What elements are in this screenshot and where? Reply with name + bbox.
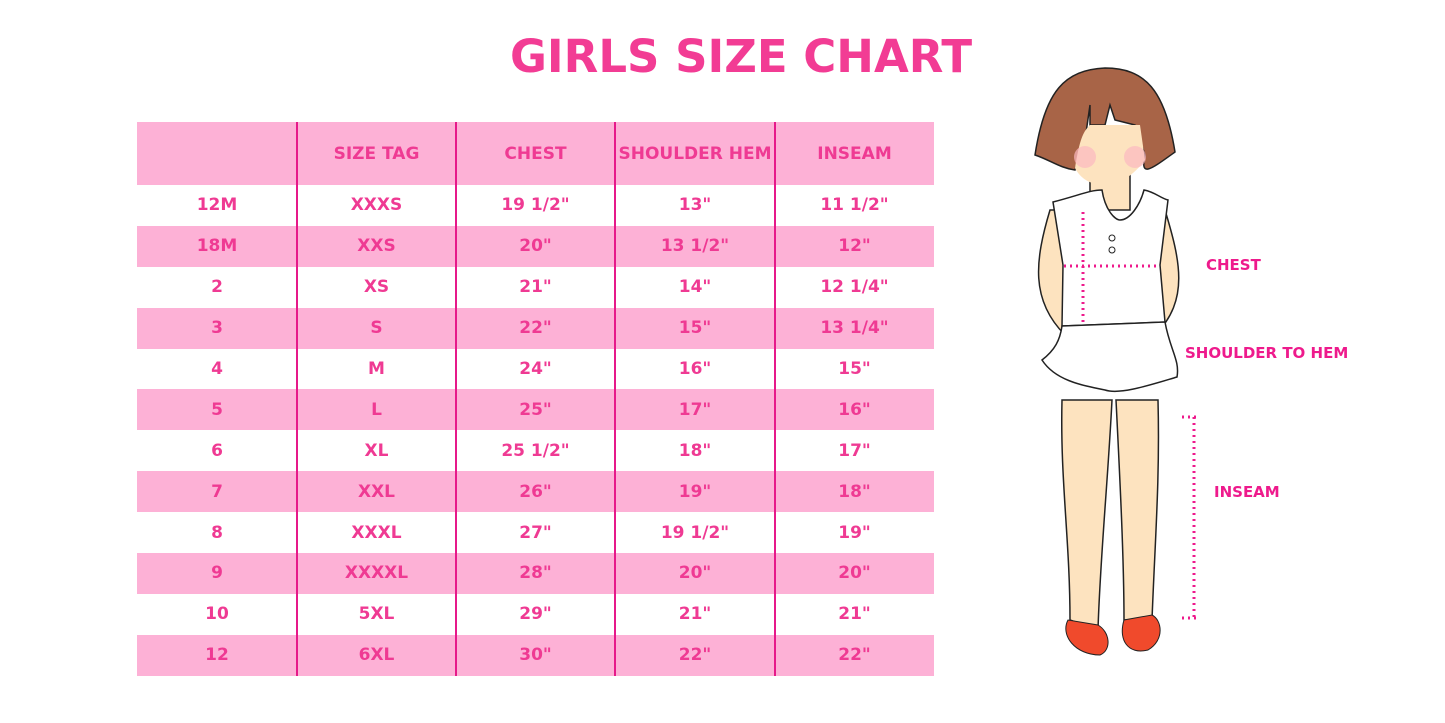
table-cell: 17" — [678, 399, 712, 420]
table-cell: M — [368, 359, 385, 379]
table-row: 8 XXXL 27" 19 1/2" 19" — [137, 512, 934, 553]
table-row: 12 6XL 30" 22" 22" — [137, 634, 934, 676]
table-row: 18M XXS 20" 13 1/2" 12" — [137, 225, 934, 267]
table-cell: XXXL — [351, 522, 402, 543]
table-cell: 20" — [678, 563, 712, 584]
table-cell: XS — [363, 277, 390, 298]
table-cell: 13 1/2" — [660, 236, 730, 257]
table-row: 2 XS 21" 14" 12 1/4" — [137, 267, 934, 308]
table-cell: 8 — [211, 522, 223, 543]
table-row: 9 XXXXL 28" 20" 20" — [137, 553, 934, 594]
shoulder-to-hem-label: SHOULDER TO HEM — [1185, 344, 1349, 362]
table-cell: 18" — [678, 440, 712, 461]
table-cell: XXL — [357, 481, 396, 502]
table-cell: XXS — [357, 236, 396, 257]
table-cell: XXXS — [350, 195, 403, 216]
column-header: SHOULDER HEM — [618, 143, 772, 164]
table-cell: 6XL — [358, 645, 395, 666]
table-cell: 24" — [519, 359, 552, 379]
table-cell: 9 — [211, 563, 223, 584]
table-cell: 21" — [519, 277, 552, 298]
table-cell: XL — [364, 440, 389, 461]
table-row: 3 S 22" 15" 13 1/4" — [137, 307, 934, 349]
table-row: 6 XL 25 1/2" 18" 17" — [137, 430, 934, 471]
table-cell: 13 1/4" — [820, 318, 889, 339]
size-table: SIZE TAG CHEST SHOULDER HEM INSEAM 12M XXXS 19… — [137, 122, 934, 676]
table-cell: 21" — [678, 604, 712, 625]
table-cell: XXXXL — [344, 563, 409, 584]
table-row: 7 XXL 26" 19" 18" — [137, 471, 934, 513]
table-cell: 22" — [519, 318, 552, 339]
table-cell: 16" — [838, 399, 871, 420]
column-divider — [774, 122, 776, 676]
table-cell: 18M — [196, 236, 238, 257]
table-cell: 11 1/2" — [820, 195, 889, 216]
table-cell: 12 1/4" — [820, 277, 889, 298]
table-cell: 6 — [211, 440, 223, 461]
table-cell: 2 — [211, 277, 223, 298]
table-cell: 15" — [838, 359, 871, 379]
table-cell: 18" — [838, 481, 871, 502]
table-cell: L — [371, 399, 382, 420]
table-cell: 20" — [838, 563, 871, 584]
table-cell: 19 1/2" — [660, 522, 730, 543]
table-cell: 5 — [211, 399, 223, 420]
table-row: 5 L 25" 17" 16" — [137, 389, 934, 431]
table-cell: 22" — [678, 645, 712, 666]
column-divider — [296, 122, 298, 676]
table-cell: 3 — [211, 318, 223, 339]
column-header: INSEAM — [817, 143, 892, 164]
page-title: GIRLS SIZE CHART — [510, 30, 973, 83]
table-cell: S — [370, 318, 383, 339]
table-cell: 21" — [838, 604, 871, 625]
table-cell: 10 — [205, 604, 229, 625]
inseam-label: INSEAM — [1214, 483, 1280, 501]
column-divider — [614, 122, 616, 676]
table-cell: 26" — [519, 481, 552, 502]
table-cell: 20" — [519, 236, 552, 257]
column-divider — [455, 122, 457, 676]
table-cell: 25 1/2" — [501, 440, 570, 461]
girl-measurement-illustration — [1034, 67, 1200, 656]
table-cell: 5XL — [358, 604, 395, 625]
table-cell: 12" — [838, 236, 871, 257]
table-row: 4 M 24" 16" 15" — [137, 349, 934, 390]
header-row: SIZE TAG CHEST SHOULDER HEM INSEAM — [137, 122, 934, 185]
table-cell: 7 — [211, 481, 223, 502]
chest-label: CHEST — [1206, 256, 1261, 274]
table-cell: 12 — [205, 645, 229, 666]
table-cell: 28" — [519, 563, 552, 584]
column-header: SIZE TAG — [333, 143, 420, 164]
table-cell: 13" — [678, 195, 712, 216]
table-row: 10 5XL 29" 21" 21" — [137, 594, 934, 635]
table-cell: 22" — [838, 645, 871, 666]
table-cell: 27" — [519, 522, 552, 543]
table-cell: 17" — [838, 440, 871, 461]
table-cell: 4 — [211, 359, 223, 379]
table-cell: 19" — [678, 481, 712, 502]
table-cell: 25" — [519, 399, 552, 420]
table-cell: 14" — [678, 277, 712, 298]
table-cell: 19 1/2" — [501, 195, 570, 216]
table-row: 12M XXXS 19 1/2" 13" 11 1/2" — [137, 185, 934, 226]
table-cell: 19" — [838, 522, 871, 543]
table-cell: 30" — [519, 645, 552, 666]
column-header: CHEST — [504, 143, 567, 164]
table-cell: 16" — [678, 359, 712, 379]
table-cell: 15" — [678, 318, 712, 339]
table-cell: 29" — [519, 604, 552, 625]
table-cell: 12M — [196, 195, 238, 216]
